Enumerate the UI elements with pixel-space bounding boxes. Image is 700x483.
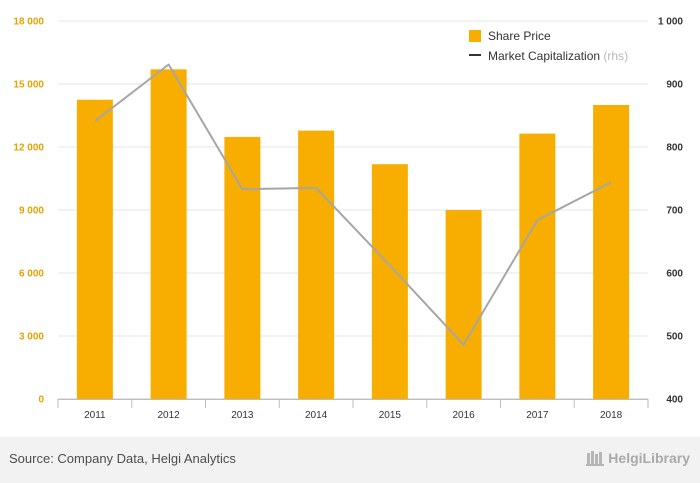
bar-share-price xyxy=(224,136,261,400)
y-right-tick-label: 400 xyxy=(666,395,683,406)
grid-lines xyxy=(58,20,648,400)
line-market-capitalization xyxy=(94,63,612,346)
footer xyxy=(0,437,700,483)
y-right-tick-label: 600 xyxy=(666,269,683,280)
bar-share-price xyxy=(371,164,408,399)
y-right-tick-label: 800 xyxy=(666,143,683,154)
y-right-tick-label: 500 xyxy=(666,332,683,343)
source-note: Source: Company Data, Helgi Analytics xyxy=(9,451,236,466)
library-icon xyxy=(586,451,605,466)
legend-label-market-cap: Market Capitalization (rhs) xyxy=(488,49,628,63)
bar-share-price xyxy=(519,133,556,399)
x-tick-label: 2012 xyxy=(158,410,181,421)
bar-share-price xyxy=(76,99,113,399)
x-tick-label: 2013 xyxy=(231,410,254,421)
brand-text: HelgiLibrary xyxy=(608,450,690,466)
y-left-tick-label: 0 xyxy=(38,395,44,406)
legend: Share Price Market Capitalization (rhs) xyxy=(469,29,628,63)
bar-share-price xyxy=(298,130,335,399)
x-tick-label: 2018 xyxy=(600,410,623,421)
legend-label-market-cap-name: Market Capitalization xyxy=(488,49,600,63)
x-tick-label: 2016 xyxy=(453,410,476,421)
brand-logo: HelgiLibrary xyxy=(586,450,690,466)
y-left-tick-label: 6 000 xyxy=(19,269,44,280)
x-axis: 2011 2012 2013 2014 2015 2016 2017 2018 xyxy=(57,399,649,421)
legend-label-share-price: Share Price xyxy=(488,29,551,43)
y-left-tick-label: 15 000 xyxy=(13,80,44,91)
y-left-tick-label: 18 000 xyxy=(13,17,44,28)
y-right-tick-label: 700 xyxy=(666,206,683,217)
x-tick-label: 2011 xyxy=(84,410,106,421)
bars xyxy=(76,69,630,400)
bar-share-price xyxy=(445,210,482,399)
x-tick-label: 2017 xyxy=(526,410,549,421)
x-tick-label: 2015 xyxy=(379,410,402,421)
y-axis-left: 0 3 000 6 000 9 000 12 000 15 000 18 000 xyxy=(13,17,44,406)
legend-label-rhs: (rhs) xyxy=(603,49,628,63)
chart-svg: 2011 2012 2013 2014 2015 2016 2017 2018 0 3 000 6… xyxy=(13,17,683,422)
y-right-tick-label: 1 000 xyxy=(658,17,683,28)
bar-share-price xyxy=(150,69,187,400)
y-axis-right: 400 500 600 700 800 900 1 000 xyxy=(658,17,683,406)
y-left-tick-label: 12 000 xyxy=(13,143,44,154)
line-series xyxy=(94,63,612,346)
y-left-tick-label: 3 000 xyxy=(19,332,44,343)
bar-share-price xyxy=(593,105,630,399)
y-left-tick-label: 9 000 xyxy=(19,206,44,217)
y-right-tick-label: 900 xyxy=(666,80,683,91)
x-tick-label: 2014 xyxy=(305,410,328,421)
legend-swatch-share-price xyxy=(469,30,481,42)
